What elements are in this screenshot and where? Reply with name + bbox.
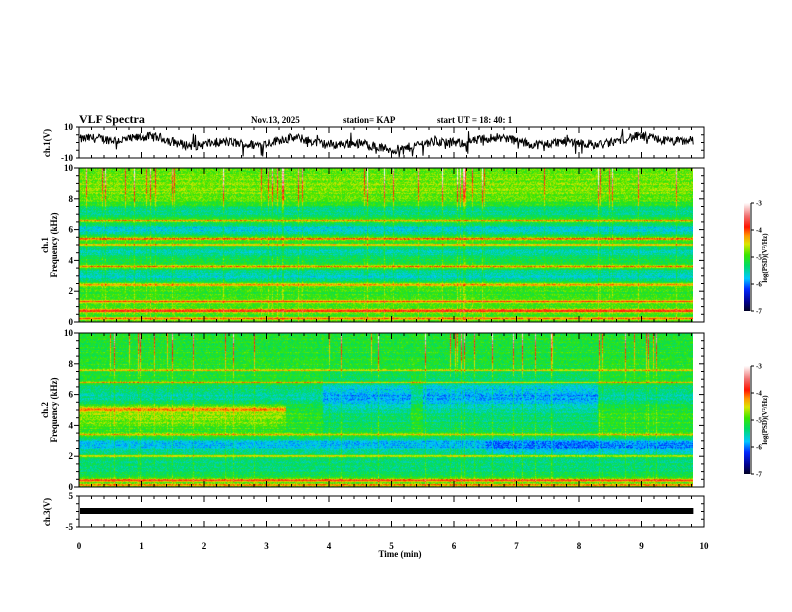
colorbar-tick-label: -6 bbox=[756, 444, 762, 452]
colorbar-tick-label: -7 bbox=[756, 308, 762, 316]
ch2-spectrogram-ylabel-line1: ch.2 bbox=[40, 402, 50, 418]
ch1-spectrogram-ylabel-line1: ch.1 bbox=[40, 237, 50, 253]
ch1-spectrogram-ytick-label: 10 bbox=[64, 163, 74, 173]
ch1-spectrogram-frame bbox=[78, 167, 705, 323]
axes-layer bbox=[74, 126, 754, 528]
colorbar-tick-label: -6 bbox=[756, 281, 762, 289]
colorbar-tick-label: -3 bbox=[756, 363, 762, 371]
trace-layer bbox=[79, 128, 694, 514]
x-tick-label: 7 bbox=[514, 541, 519, 551]
ch3-waveform-ytick-label: -5 bbox=[66, 522, 74, 532]
colorbar-tick-label: -4 bbox=[756, 390, 762, 398]
ch1-waveform-trace bbox=[79, 128, 694, 158]
ch2-spectrogram-ytick-label: 8 bbox=[69, 359, 74, 369]
header-date: Nov.13, 2025 bbox=[251, 115, 300, 125]
ch1-colorbar bbox=[744, 203, 750, 311]
ch1-colorbar-label: log(PSD)(V²/Hz) bbox=[761, 233, 769, 283]
x-axis-label: Time (min) bbox=[378, 549, 421, 559]
ch2-spectrogram-ylabel-line2: Frequency (kHz) bbox=[49, 377, 59, 442]
ch1-spectrogram-ytick-label: 6 bbox=[69, 225, 74, 235]
ch2-spectrogram-ytick-label: 10 bbox=[64, 328, 74, 338]
ch1-waveform-ytick-label: -10 bbox=[61, 153, 73, 163]
colorbar-tick-label: -4 bbox=[756, 227, 762, 235]
ch3-waveform-ytick-label: 5 bbox=[69, 491, 74, 501]
x-tick-label: 2 bbox=[202, 541, 207, 551]
ch3-waveform-ylabel: ch.3(V) bbox=[42, 498, 52, 526]
x-tick-label: 5 bbox=[389, 541, 394, 551]
ch1-waveform-ylabel: ch.1(V) bbox=[42, 129, 52, 157]
ch2-spectrogram-ytick-label: 4 bbox=[69, 420, 74, 430]
x-tick-label: 8 bbox=[577, 541, 582, 551]
ch1-spectrogram-ytick-label: 8 bbox=[69, 194, 74, 204]
x-tick-label: 3 bbox=[264, 541, 269, 551]
ch1-spectrogram-ylabel-line2: Frequency (kHz) bbox=[49, 212, 59, 277]
colorbar-tick-label: -7 bbox=[756, 471, 762, 479]
ch3-waveform-trace bbox=[80, 508, 694, 514]
ch2-spectrogram-frame bbox=[78, 332, 705, 488]
colorbar-tick-label: -3 bbox=[756, 200, 762, 208]
colorbar-tick-label: -5 bbox=[756, 254, 762, 262]
label-layer: ch.1(V) ch.1 Frequency (kHz) ch.2 Freque… bbox=[40, 122, 769, 559]
x-tick-label: 0 bbox=[77, 541, 82, 551]
ch2-spectrogram-ytick-label: 0 bbox=[69, 482, 74, 492]
ch2-colorbar-label: log(PSD)(V²/Hz) bbox=[761, 395, 769, 445]
x-tick-label: 6 bbox=[452, 541, 457, 551]
colorbar-tick-label: -5 bbox=[756, 417, 762, 425]
ch1-spectrogram-ytick-label: 2 bbox=[69, 286, 74, 296]
header-start-ut: start UT = 18: 40: 1 bbox=[437, 115, 513, 125]
ch1-waveform-ytick-label: 10 bbox=[64, 122, 74, 132]
x-tick-label: 1 bbox=[139, 541, 144, 551]
ch1-spectrogram-image bbox=[79, 168, 693, 322]
ch1-spectrogram-ytick-label: 4 bbox=[69, 255, 74, 265]
ch2-spectrogram-ytick-label: 2 bbox=[69, 451, 74, 461]
x-tick-label: 10 bbox=[700, 541, 710, 551]
x-tick-label: 9 bbox=[639, 541, 644, 551]
ch1-spectrogram-ytick-label: 0 bbox=[69, 317, 74, 327]
ch2-spectrogram-image bbox=[79, 333, 693, 487]
header-title: VLF Spectra bbox=[79, 112, 145, 126]
header-station: station= KAP bbox=[343, 115, 396, 125]
ch2-spectrogram-ytick-label: 6 bbox=[69, 390, 74, 400]
x-tick-label: 4 bbox=[327, 541, 332, 551]
ch2-colorbar bbox=[744, 366, 750, 474]
